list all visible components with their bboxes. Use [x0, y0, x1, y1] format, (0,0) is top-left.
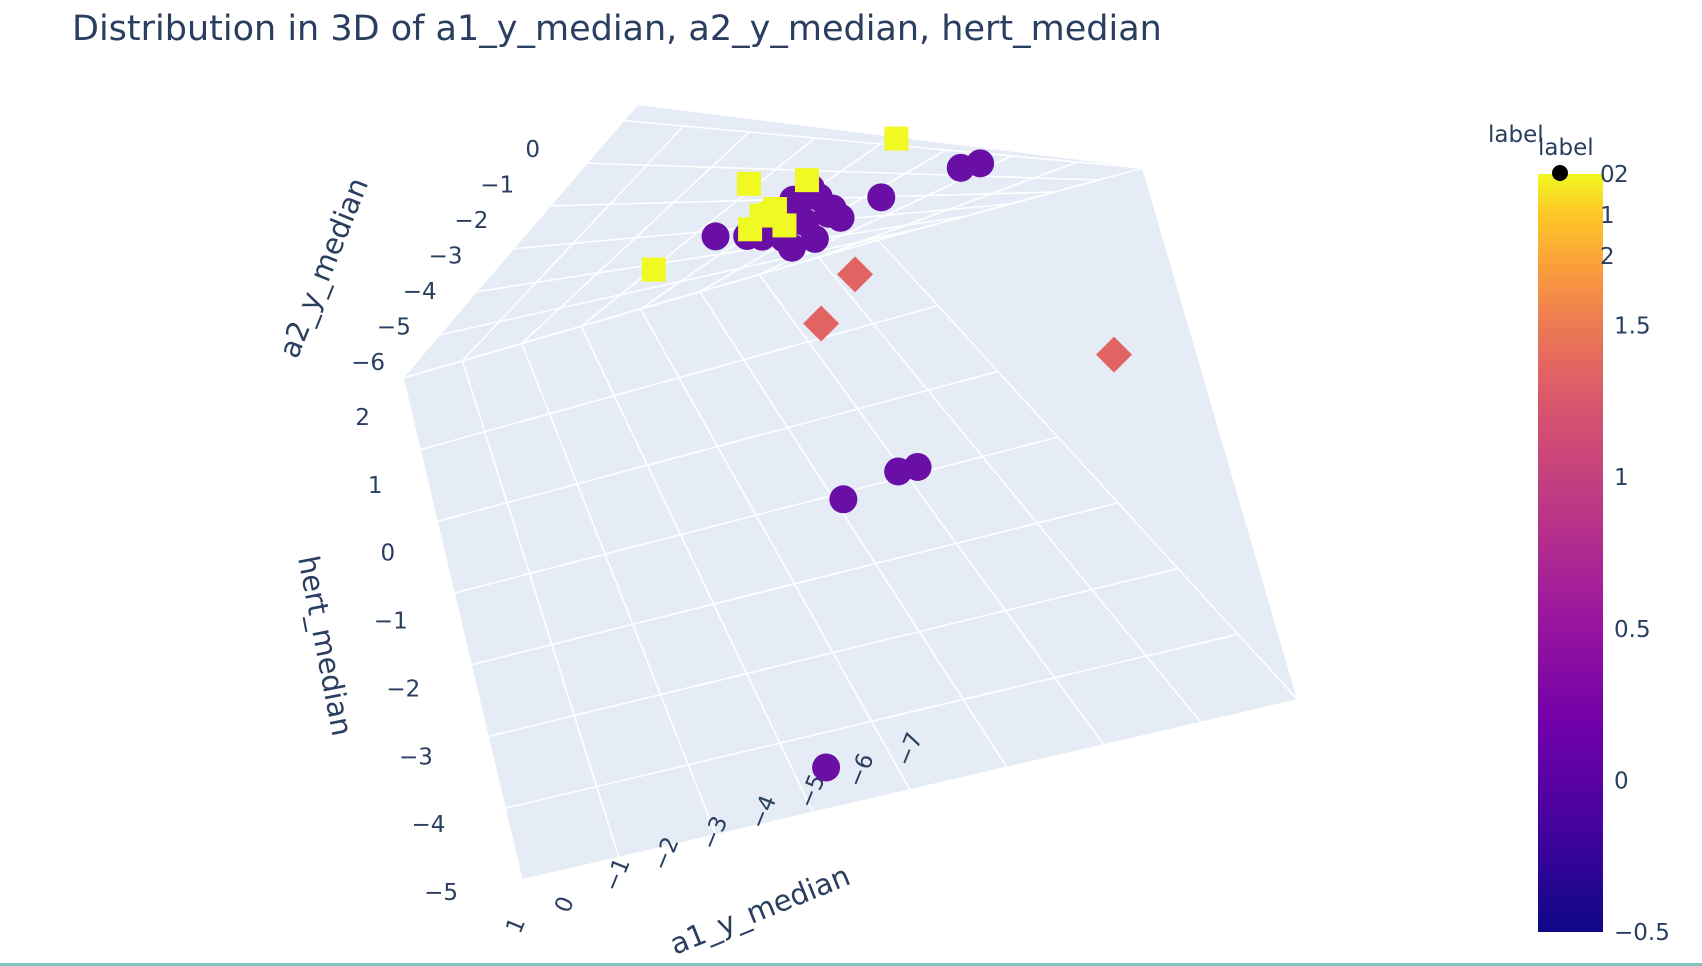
x-tick-label: 1 — [501, 914, 531, 937]
data-point-circle[interactable] — [800, 224, 829, 253]
z-tick-label: −3 — [399, 744, 433, 770]
data-point-square[interactable] — [794, 168, 819, 193]
x-tick-label: 0 — [550, 893, 580, 916]
data-point-square[interactable] — [641, 257, 666, 282]
y-tick-label: −4 — [403, 279, 437, 305]
legend-marker — [1552, 165, 1568, 181]
y-tick-label: −2 — [454, 208, 488, 234]
data-point-diamond[interactable] — [1096, 336, 1132, 373]
y-tick-label: −5 — [377, 315, 411, 341]
legend-title: label — [1538, 135, 1594, 161]
data-point-circle[interactable] — [812, 753, 841, 782]
z-tick-label: −1 — [374, 609, 408, 635]
colorbar-tick-label: 0 — [1614, 768, 1629, 794]
colorbar-title: label — [1488, 122, 1544, 148]
chart-title: Distribution in 3D of a1_y_median, a2_y_… — [72, 9, 1162, 49]
data-point-square[interactable] — [772, 213, 797, 238]
legend-entry[interactable]: 0 — [1600, 162, 1615, 188]
z-tick-label: −4 — [412, 812, 446, 838]
legend-entries[interactable]: 0 1 2 — [1600, 162, 1615, 270]
data-points[interactable] — [641, 126, 1132, 782]
z-tick-label: −2 — [386, 676, 420, 702]
y-tick-label: −1 — [480, 173, 514, 199]
data-point-circle[interactable] — [903, 452, 932, 481]
data-point-circle[interactable] — [701, 222, 730, 251]
colorbar-tick-label: 2 — [1614, 162, 1629, 188]
z-tick-label: 2 — [355, 405, 370, 431]
data-point-circle[interactable] — [826, 203, 855, 232]
data-point-square[interactable] — [749, 203, 774, 228]
data-point-circle[interactable] — [867, 183, 896, 212]
y-axis-title: a2_y_median — [272, 173, 375, 363]
colorbar-tick-label: 0.5 — [1614, 617, 1651, 643]
data-point-square[interactable] — [884, 126, 909, 151]
colorbar-tick-label: 1 — [1614, 465, 1629, 491]
legend-entry[interactable]: 1 — [1600, 203, 1615, 229]
legend-entry[interactable]: 2 — [1600, 244, 1615, 270]
y-tick-label: 0 — [525, 137, 540, 163]
y-tick-label: −6 — [351, 350, 385, 376]
data-point-circle[interactable] — [966, 149, 995, 178]
z-tick-label: −5 — [424, 880, 458, 906]
data-point-circle[interactable] — [829, 485, 858, 514]
data-point-diamond[interactable] — [837, 256, 874, 293]
colorbar-tick-label: 1.5 — [1614, 314, 1651, 340]
colorbar-ticks: 2 1.5 1 0.5 0 −0.5 — [1614, 162, 1670, 946]
scene-grid — [402, 119, 1299, 881]
y-tick-label: −3 — [429, 244, 463, 270]
data-point-circle[interactable] — [777, 233, 806, 262]
z-tick-label: 0 — [381, 541, 396, 567]
data-point-diamond[interactable] — [803, 305, 840, 342]
x-axis-title: a1_y_median — [665, 858, 855, 961]
bottom-border — [0, 963, 1702, 966]
colorbar[interactable] — [1538, 174, 1603, 932]
data-point-square[interactable] — [737, 171, 761, 196]
colorbar-tick-label: −0.5 — [1614, 920, 1670, 946]
z-axis-title: hert_median — [291, 553, 359, 739]
z-tick-label: 1 — [368, 473, 383, 499]
